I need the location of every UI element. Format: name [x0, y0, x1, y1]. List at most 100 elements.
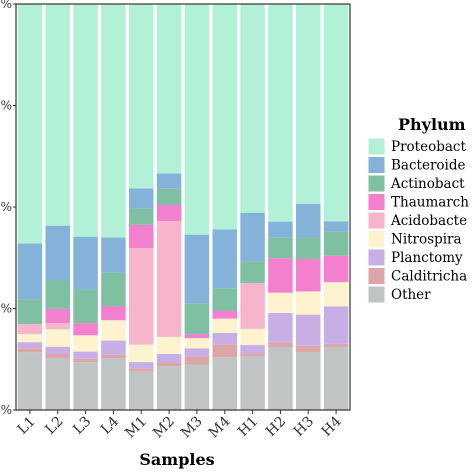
y-tick-label: % [1, 403, 12, 417]
bar-segment-nitrospirae-h3 [296, 291, 321, 315]
bar-segment-nitrospirae-h1 [240, 328, 265, 346]
bar-segment-bacteroidetes-h3 [296, 203, 321, 238]
bar-segment-other-h3 [296, 351, 321, 410]
legend-key-2 [367, 174, 386, 193]
bar-segment-acidobacteria-l2 [45, 323, 70, 330]
x-tick-label: L4 [98, 413, 122, 437]
bar-segment-proteobacteria-l1 [17, 4, 43, 244]
bar-segment-other-l1 [17, 352, 43, 410]
x-axis-title: Samples [139, 450, 214, 469]
bar-segment-actinobacteria-h3 [296, 237, 321, 259]
bar-segment-bacteroidetes-h1 [240, 212, 265, 262]
bar-segment-nitrospirae-h4 [323, 282, 349, 307]
legend-key-0 [367, 137, 386, 156]
bar-segment-planctomycetes-l4 [101, 340, 126, 355]
bar-segment-other-l3 [73, 362, 98, 410]
legend-key-4 [367, 211, 386, 230]
bar-segment-proteobacteria-m3 [184, 4, 210, 235]
bar-segment-bacteroidetes-m3 [184, 234, 210, 304]
bar-segment-thaumarchaeota-l2 [45, 308, 70, 324]
bar-segment-planctomycetes-l2 [45, 346, 70, 354]
bar-segment-calditrichaeota-l3 [73, 358, 98, 363]
bar-segment-bacteroidetes-m1 [129, 188, 154, 209]
bar-segment-nitrospirae-l3 [73, 335, 98, 352]
bar-segment-calditrichaeota-m2 [156, 362, 182, 367]
bar-segment-proteobacteria-h1 [240, 4, 265, 213]
bar-segment-calditrichaeota-h2 [268, 342, 293, 348]
bar-segment-other-m4 [212, 357, 237, 410]
x-tick-label: M2 [150, 414, 178, 442]
bar-segment-thaumarchaeota-h4 [323, 255, 349, 283]
legend-label: Acidobacte [390, 213, 467, 229]
legend-title: Phylum [398, 115, 466, 134]
bar-segment-thaumarchaeota-m3 [184, 334, 210, 339]
legend-key-3 [367, 193, 386, 211]
y-tick-label: % [1, 0, 12, 11]
bar-segment-planctomycetes-m2 [156, 353, 182, 363]
bar-segment-proteobacteria-l2 [45, 4, 70, 226]
bar-segment-bacteroidetes-h2 [268, 221, 293, 238]
bar-segment-proteobacteria-m2 [156, 4, 182, 174]
bar-segment-bacteroidetes-l4 [101, 237, 126, 273]
bar-segment-actinobacteria-h4 [323, 231, 349, 256]
bar-segment-actinobacteria-m1 [129, 208, 154, 225]
bar-segment-calditrichaeota-l2 [45, 353, 70, 359]
bar-segment-other-m2 [156, 366, 182, 410]
x-tick-label: M4 [206, 413, 234, 441]
bar-segment-planctomycetes-m4 [212, 332, 237, 345]
legend-label: Nitrospira [391, 232, 462, 248]
x-tick-label: H2 [263, 414, 289, 440]
bar-segment-proteobacteria-m4 [212, 4, 237, 230]
bar-segment-actinobacteria-l3 [73, 289, 98, 324]
x-tick-label: L3 [70, 414, 94, 438]
bar-segment-nitrospirae-l1 [17, 334, 43, 343]
bar-segment-acidobacteria-m2 [156, 221, 182, 337]
plot-area [15, 3, 351, 411]
legend: Phylum Proteobact Bacteroide Actinobact Tha… [367, 115, 469, 304]
bar-segment-calditrichaeota-m4 [212, 344, 237, 358]
bar-segment-thaumarchaeota-m1 [129, 224, 154, 248]
legend-label: Calditricha [391, 269, 467, 285]
bar-segment-thaumarchaeota-l4 [101, 306, 126, 321]
bar-segment-bacteroidetes-h4 [323, 221, 349, 232]
bar-segment-other-l4 [101, 358, 126, 410]
legend-key-6 [367, 248, 386, 267]
bar-segment-actinobacteria-m3 [184, 303, 210, 335]
bar-segment-calditrichaeota-m1 [129, 368, 154, 372]
y-axis: %%%%% [1, 0, 16, 417]
bar-segment-proteobacteria-h3 [296, 4, 321, 204]
bar-segment-other-h2 [268, 347, 293, 410]
bar-segment-proteobacteria-h4 [323, 4, 349, 222]
bar-segment-actinobacteria-l2 [45, 280, 70, 309]
bar-segment-nitrospirae-m4 [212, 318, 237, 333]
bar-segment-thaumarchaeota-m4 [212, 310, 237, 319]
bar-segment-actinobacteria-l4 [101, 272, 126, 307]
bar-segment-planctomycetes-h1 [240, 345, 265, 354]
bar-segment-other-m3 [184, 364, 210, 410]
bar-segment-bacteroidetes-l1 [17, 243, 43, 300]
legend-label: Actinobact [390, 176, 465, 192]
bar-segment-nitrospirae-l2 [45, 329, 70, 347]
x-tick-label: L2 [42, 414, 66, 438]
x-tick-label: L1 [15, 414, 39, 438]
bar-segment-actinobacteria-h2 [268, 237, 293, 259]
bar-segment-bacteroidetes-m4 [212, 229, 237, 289]
bar-segment-actinobacteria-m2 [156, 188, 182, 205]
bar-segment-thaumarchaeota-h3 [296, 258, 321, 292]
bar-segment-thaumarchaeota-m2 [156, 204, 182, 222]
bar-segment-planctomycetes-l3 [73, 351, 98, 359]
bar-segment-acidobacteria-m1 [129, 248, 154, 345]
bar-segment-nitrospirae-m3 [184, 338, 210, 349]
y-tick-label: % [1, 302, 12, 316]
bar-segment-proteobacteria-l3 [73, 4, 98, 237]
bar-segment-planctomycetes-h4 [323, 306, 349, 344]
y-tick-label: % [1, 99, 12, 113]
bar-segment-other-m1 [129, 371, 154, 410]
bar-segment-other-h1 [240, 356, 265, 410]
bar-segment-acidobacteria-l1 [17, 323, 43, 335]
bar-segment-actinobacteria-h1 [240, 261, 265, 283]
bar-segment-planctomycetes-h3 [296, 314, 321, 346]
bar-segment-bacteroidetes-l3 [73, 236, 98, 290]
x-tick-label: H4 [319, 413, 345, 439]
